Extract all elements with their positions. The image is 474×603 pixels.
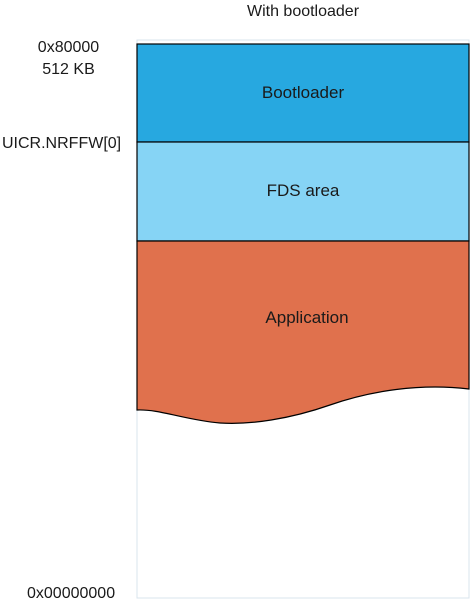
bottom-address-label: 0x00000000 bbox=[27, 585, 116, 602]
fds-area-region bbox=[136, 141, 470, 242]
memory-size-label: 512 KB bbox=[42, 61, 95, 78]
diagram-title: With bootloader bbox=[246, 3, 360, 20]
application-region bbox=[136, 240, 470, 424]
fds-area-label: FDS area bbox=[267, 181, 340, 200]
uicr-address-label: UICR.NRFFW[0] bbox=[2, 135, 122, 152]
top-address-label: 0x80000 bbox=[37, 39, 100, 56]
application-label: Application bbox=[265, 308, 348, 327]
bootloader-label: Bootloader bbox=[262, 83, 345, 102]
